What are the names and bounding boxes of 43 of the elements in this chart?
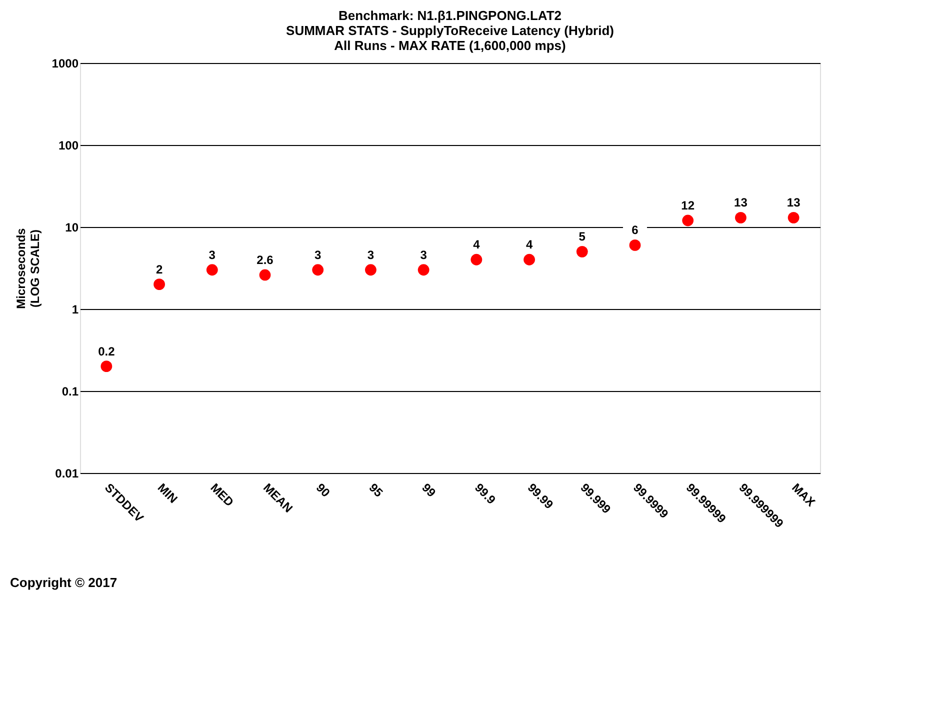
y-tick-label: 10 xyxy=(65,220,79,234)
point xyxy=(154,278,165,290)
data-label: 6 xyxy=(632,223,639,238)
x-tick-label: 95 xyxy=(366,480,386,500)
point xyxy=(206,264,218,276)
x-tick-label: 99 xyxy=(419,480,439,500)
point xyxy=(259,269,271,281)
point xyxy=(682,214,694,226)
point xyxy=(418,264,430,276)
data-label: 13 xyxy=(786,196,801,210)
data-label: 4 xyxy=(473,238,480,252)
point xyxy=(100,360,112,372)
point xyxy=(470,254,482,266)
point xyxy=(576,246,588,258)
text: SUMMAR STATS - SupplyToReceive Latency (Hybrid) xyxy=(286,23,614,38)
x-tick-label: 99.9 xyxy=(472,480,499,508)
data-label: 3 xyxy=(208,248,216,262)
text: Copyright © 2017 xyxy=(10,575,118,590)
data-label: 4 xyxy=(526,238,533,252)
data-label: 13 xyxy=(734,196,748,210)
point xyxy=(365,264,376,276)
data-label: 2 xyxy=(156,262,163,276)
data-label: 0.2 xyxy=(98,344,116,358)
y-tick-label: 1000 xyxy=(52,56,79,70)
text: Benchmark: N1.β1.PINGPONG.LAT2 xyxy=(338,8,562,23)
point xyxy=(312,264,324,276)
data-label: 12 xyxy=(681,198,695,213)
point xyxy=(788,212,800,224)
data-label: 3 xyxy=(314,248,322,262)
y-tick-label: 0.1 xyxy=(62,384,79,398)
data-label: 3 xyxy=(367,248,374,262)
y-tick-label: 100 xyxy=(58,138,79,152)
data-label: 3 xyxy=(420,248,428,262)
point xyxy=(735,212,746,224)
data-label: 5 xyxy=(578,230,586,244)
point xyxy=(524,254,535,266)
y-axis-title: Microseconds (LOG SCALE) xyxy=(14,228,42,309)
x-tick-label: 90 xyxy=(313,480,333,500)
text: All Runs - MAX RATE (1,600,000 mps) xyxy=(334,38,566,53)
y-tick-label: 1 xyxy=(72,302,79,316)
y-tick-label: 0.01 xyxy=(55,466,79,480)
data-label: 2.6 xyxy=(256,252,274,267)
point xyxy=(629,240,641,251)
